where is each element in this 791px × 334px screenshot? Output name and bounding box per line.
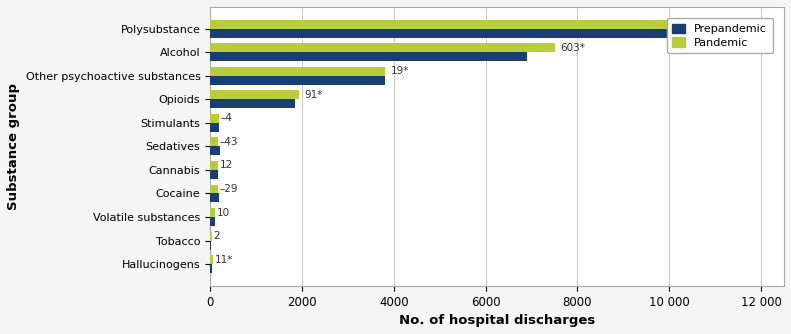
Text: –29: –29 (220, 184, 238, 194)
Bar (210, 29, 683, 37)
Text: 12: 12 (220, 160, 233, 170)
Text: 1046*: 1046* (736, 19, 768, 29)
Bar (210, 90, 299, 99)
Bar (210, 240, 211, 249)
Bar (210, 264, 213, 273)
Bar (210, 161, 218, 170)
Bar (210, 208, 215, 217)
X-axis label: No. of hospital discharges: No. of hospital discharges (399, 314, 595, 327)
Text: 19*: 19* (391, 66, 409, 76)
Bar (210, 99, 295, 108)
Bar (210, 123, 219, 132)
Bar (210, 43, 554, 52)
Bar (210, 184, 218, 193)
Text: 603*: 603* (560, 43, 585, 53)
Bar (210, 114, 218, 123)
Bar (210, 193, 219, 202)
Text: 2: 2 (214, 231, 220, 241)
Legend: Prepandemic, Pandemic: Prepandemic, Pandemic (667, 18, 773, 53)
Text: –43: –43 (220, 137, 238, 147)
Text: –4: –4 (221, 113, 233, 123)
Text: 10: 10 (217, 207, 230, 217)
Bar (210, 52, 527, 61)
Bar (210, 76, 384, 85)
Bar (210, 170, 218, 179)
Bar (210, 20, 731, 29)
Bar (210, 232, 211, 240)
Y-axis label: Substance group: Substance group (7, 83, 20, 210)
Bar (210, 67, 385, 76)
Bar (210, 146, 220, 155)
Text: 11*: 11* (214, 255, 233, 265)
Bar (210, 255, 213, 264)
Text: 91*: 91* (305, 90, 323, 100)
Bar (210, 217, 214, 226)
Bar (210, 137, 218, 146)
